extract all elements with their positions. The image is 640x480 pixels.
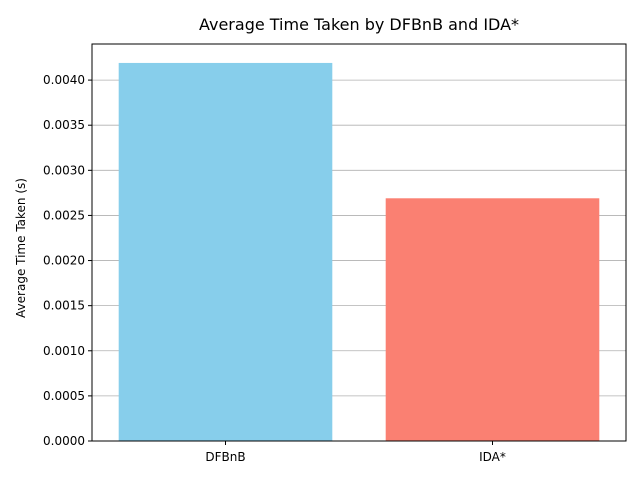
bar-1	[385, 198, 600, 441]
y-tick-label: 0.0025	[43, 208, 85, 222]
y-tick-label: 0.0030	[43, 163, 85, 177]
y-tick-label: 0.0035	[43, 118, 85, 132]
y-tick-label: 0.0005	[43, 389, 85, 403]
y-axis-label: Average Time Taken (s)	[14, 178, 28, 318]
chart-title: Average Time Taken by DFBnB and IDA*	[199, 15, 519, 34]
y-tick-label: 0.0040	[43, 73, 85, 87]
y-tick-label: 0.0010	[43, 344, 85, 358]
y-tick-label: 0.0015	[43, 299, 85, 313]
plot-frame	[91, 43, 627, 442]
x-tick-label: IDA*	[479, 450, 506, 464]
x-axis-ticks: DFBnB IDA*	[205, 441, 506, 464]
y-tick-label: 0.0020	[43, 254, 85, 268]
y-axis-ticks: 0.0000 0.0005 0.0010 0.0015 0.0020 0.0025 0.00…	[43, 73, 92, 448]
x-tick-label: DFBnB	[205, 450, 245, 464]
y-tick-label: 0.0000	[43, 434, 85, 448]
bars	[118, 62, 600, 442]
bar-0	[118, 62, 333, 442]
